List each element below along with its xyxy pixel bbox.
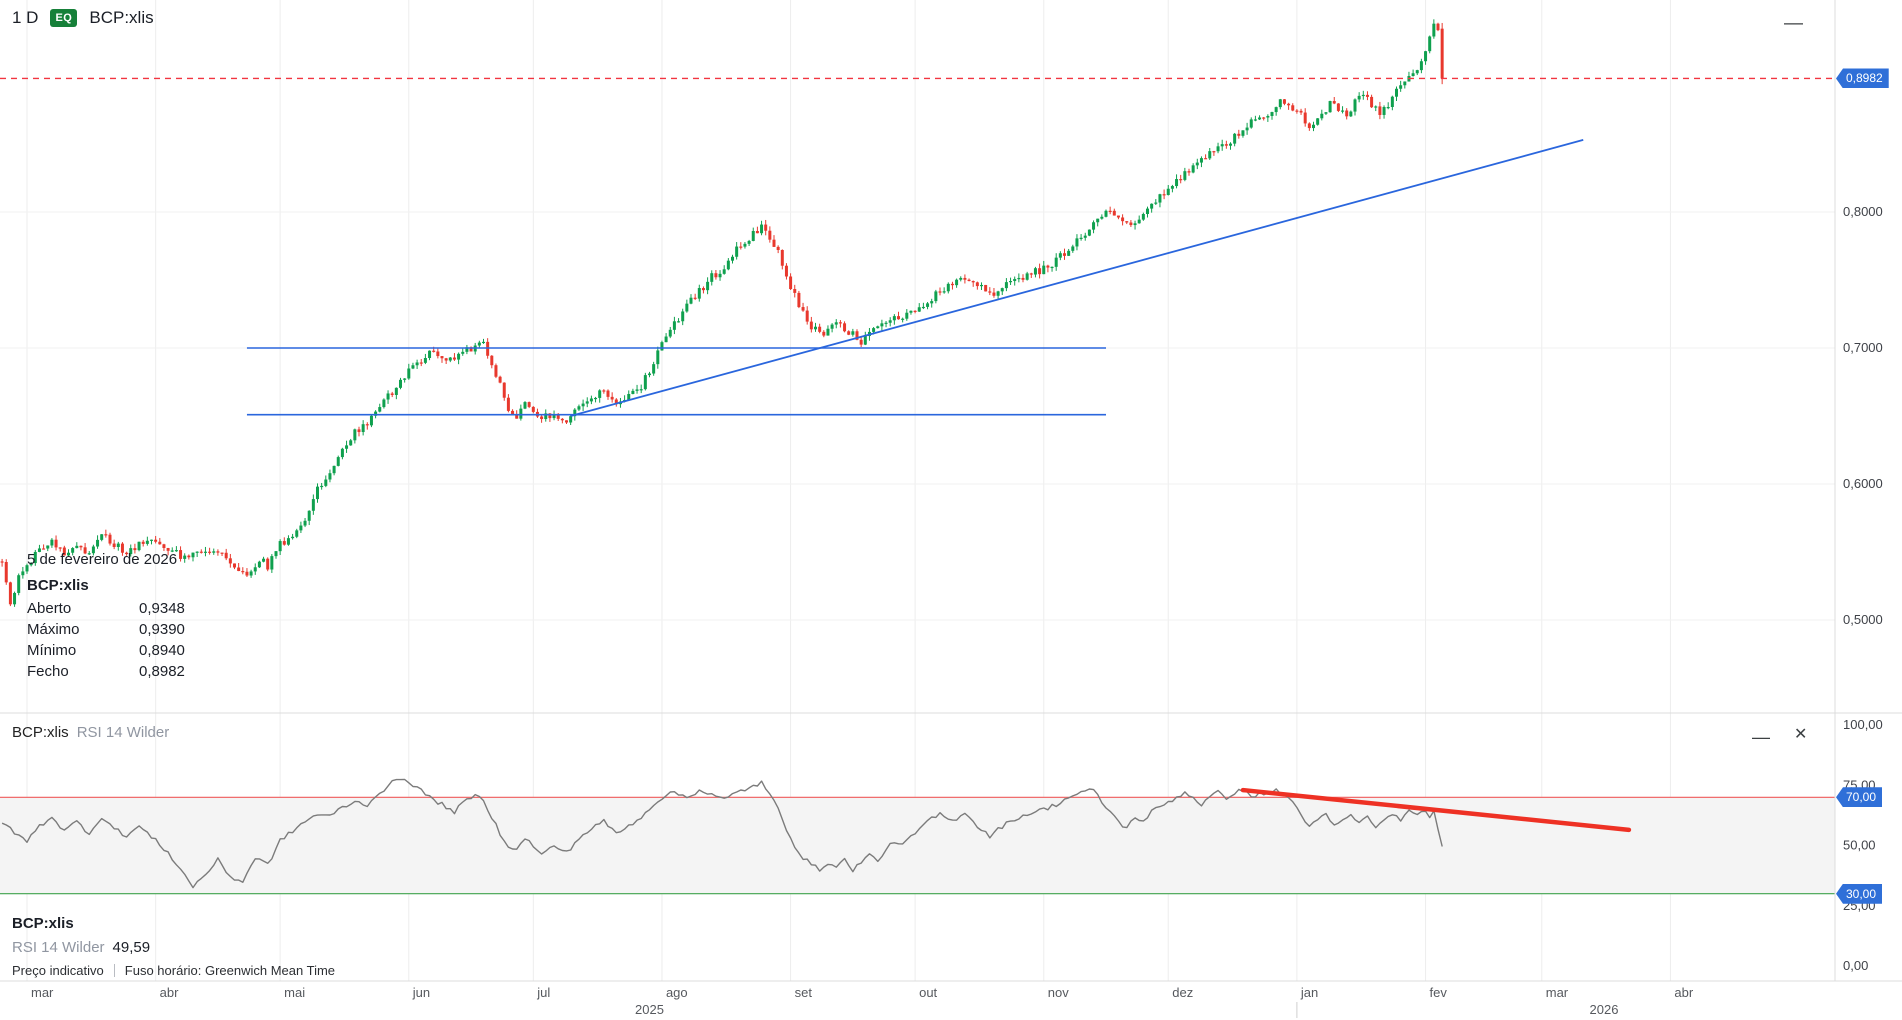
month-axis-label: out [919,985,937,1000]
month-axis-label: jun [412,985,430,1000]
rsi-axis-label: 50,00 [1843,838,1876,853]
rsi-lower-level-badge: 30,00 [1836,883,1883,904]
price-badge: 0,8982 [1836,68,1889,89]
rsi-minimize-icon[interactable]: — [1752,727,1770,747]
year-axis-label: 2026 [1590,1002,1619,1017]
high-value: 0,9390 [139,621,185,638]
low-label: Mínimo [27,642,77,659]
close-label: Fecho [27,663,69,680]
month-axis-label: jul [536,985,550,1000]
tooltip-row-close: Fecho 0,8982 [27,661,185,682]
price-axis-label: 0,8000 [1843,204,1883,219]
rsi-divergence-line[interactable] [1240,787,1632,833]
rsi-footer-indicator: RSI 14 Wilder [12,939,105,956]
timeframe-selector[interactable]: 1 D [12,8,39,27]
open-value: 0,9348 [139,600,185,617]
month-axis-label: jan [1300,985,1318,1000]
year-axis-label: 2025 [635,1002,664,1017]
price-type-label: Preço indicativo [12,963,104,978]
price-axis-label: 0,5000 [1843,612,1883,627]
tooltip-row-high: Máximo 0,9390 [27,619,185,640]
minimize-icon[interactable]: — [1784,13,1803,34]
timezone-label: Fuso horário: Greenwich Mean Time [124,963,336,978]
low-value: 0,8940 [139,642,185,659]
rsi-axis-label: 100,00 [1843,717,1883,732]
rsi-upper-level-badge: 70,00 [1836,787,1883,808]
status-divider [113,964,115,977]
rsi-pane-footer: BCP:xlis RSI 14 Wilder 49,59 [12,912,150,960]
rsi-indicator-label[interactable]: RSI 14 Wilder [76,724,170,741]
rsi-close-icon[interactable]: ✕ [1794,726,1808,743]
chart-toolbar: 1 D EQ BCP:xlis [12,8,154,28]
rsi-pane-header: BCP:xlis RSI 14 Wilder [12,724,169,741]
month-axis-label: mar [31,985,54,1000]
month-axis-label: dez [1172,985,1193,1000]
close-value: 0,8982 [139,663,185,680]
ohlc-tooltip: 5 de fevereiro de 2026 BCP:xlis Aberto 0… [27,549,185,682]
month-axis-label: ago [666,985,688,1000]
tooltip-date: 5 de fevereiro de 2026 [27,551,178,568]
tooltip-row-low: Mínimo 0,8940 [27,640,185,661]
month-axis-label: mar [1546,985,1569,1000]
month-axis-label: abr [160,985,179,1000]
tooltip-symbol: BCP:xlis [27,577,89,594]
month-axis-label: mai [284,985,305,1000]
open-label: Aberto [27,600,72,617]
rsi-axis-label: 0,00 [1843,958,1868,973]
rsi-footer-symbol: BCP:xlis [12,915,74,932]
trendline-drawing[interactable] [570,139,1584,417]
symbol-label: BCP:xlis [89,8,154,27]
price-axis-label: 0,7000 [1843,340,1883,355]
high-label: Máximo [27,621,80,638]
status-bar: Preço indicativo Fuso horário: Greenwich… [12,963,335,978]
rsi-symbol-label: BCP:xlis [12,724,69,741]
tooltip-row-open: Aberto 0,9348 [27,598,185,619]
axis-labels: 0,80000,70000,60000,5000100,0075,0050,00… [31,204,1883,1017]
rsi-line [1,778,1443,889]
rsi-footer-value: 49,59 [112,939,151,956]
candlesticks [0,19,1444,607]
price-axis-label: 0,6000 [1843,476,1883,491]
month-axis-label: abr [1674,985,1693,1000]
month-axis-label: set [795,985,813,1000]
instrument-type-badge: EQ [50,9,78,27]
month-axis-label: fev [1430,985,1448,1000]
month-axis-label: nov [1048,985,1069,1000]
rsi-band [0,797,1835,894]
